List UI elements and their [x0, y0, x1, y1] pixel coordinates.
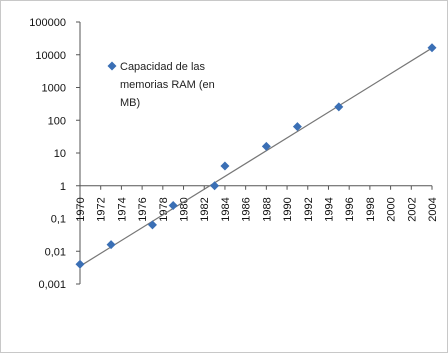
x-tick-label: 2000 [386, 197, 398, 221]
data-point [106, 240, 116, 250]
data-points [75, 43, 437, 269]
x-tick-label: 2004 [427, 197, 439, 221]
legend-marker-diamond [107, 61, 117, 71]
legend-label-line: memorias RAM (en [120, 79, 215, 91]
y-tick-label: 10 [54, 148, 66, 160]
x-tick-label: 1970 [75, 197, 87, 221]
y-tick-label: 100000 [29, 17, 66, 29]
x-tick-label: 1996 [344, 197, 356, 221]
y-tick-label: 0,1 [51, 214, 66, 226]
data-point [220, 161, 230, 171]
trendline [79, 47, 433, 267]
data-point [427, 43, 437, 53]
x-tick-label: 1990 [282, 197, 294, 221]
x-tick-label: 1984 [220, 197, 232, 221]
y-tick-label: 10000 [35, 50, 66, 62]
y-tick-label: 1000 [42, 83, 66, 95]
x-tick-label: 2002 [406, 197, 418, 221]
x-tick-label: 1974 [116, 197, 128, 221]
legend-label-line: Capacidad de las [120, 61, 206, 73]
x-tick-label: 1978 [158, 197, 170, 221]
x-tick-label: 1992 [303, 197, 315, 221]
data-point [168, 200, 178, 210]
y-tick-label: 1 [60, 181, 66, 193]
x-tick-label: 1982 [199, 197, 211, 221]
x-tick-label: 1988 [261, 197, 273, 221]
legend: Capacidad de las memorias RAM (en MB) [107, 61, 215, 109]
y-axis-ticks: 100000 10000 1000 100 10 1 0,1 0,01 0,001 [29, 17, 80, 291]
x-axis-ticks: 1970 1972 1974 1976 1978 1980 1982 1984 1986 1988… [75, 185, 439, 222]
x-tick-label: 1972 [96, 197, 108, 221]
data-point [261, 141, 271, 151]
data-point [334, 102, 344, 112]
data-point [292, 122, 302, 132]
data-point [210, 181, 220, 191]
y-tick-label: 100 [48, 115, 66, 127]
data-point [147, 220, 157, 230]
y-tick-label: 0,01 [45, 246, 66, 258]
data-point [75, 259, 85, 269]
y-tick-label: 0,001 [38, 279, 66, 291]
x-tick-label: 1976 [137, 197, 149, 221]
x-tick-label: 1986 [241, 197, 253, 221]
legend-label-line: MB) [120, 97, 140, 109]
x-tick-label: 1998 [365, 197, 377, 221]
x-tick-label: 1994 [323, 197, 335, 221]
legend-label: Capacidad de las memorias RAM (en MB) [120, 61, 215, 109]
